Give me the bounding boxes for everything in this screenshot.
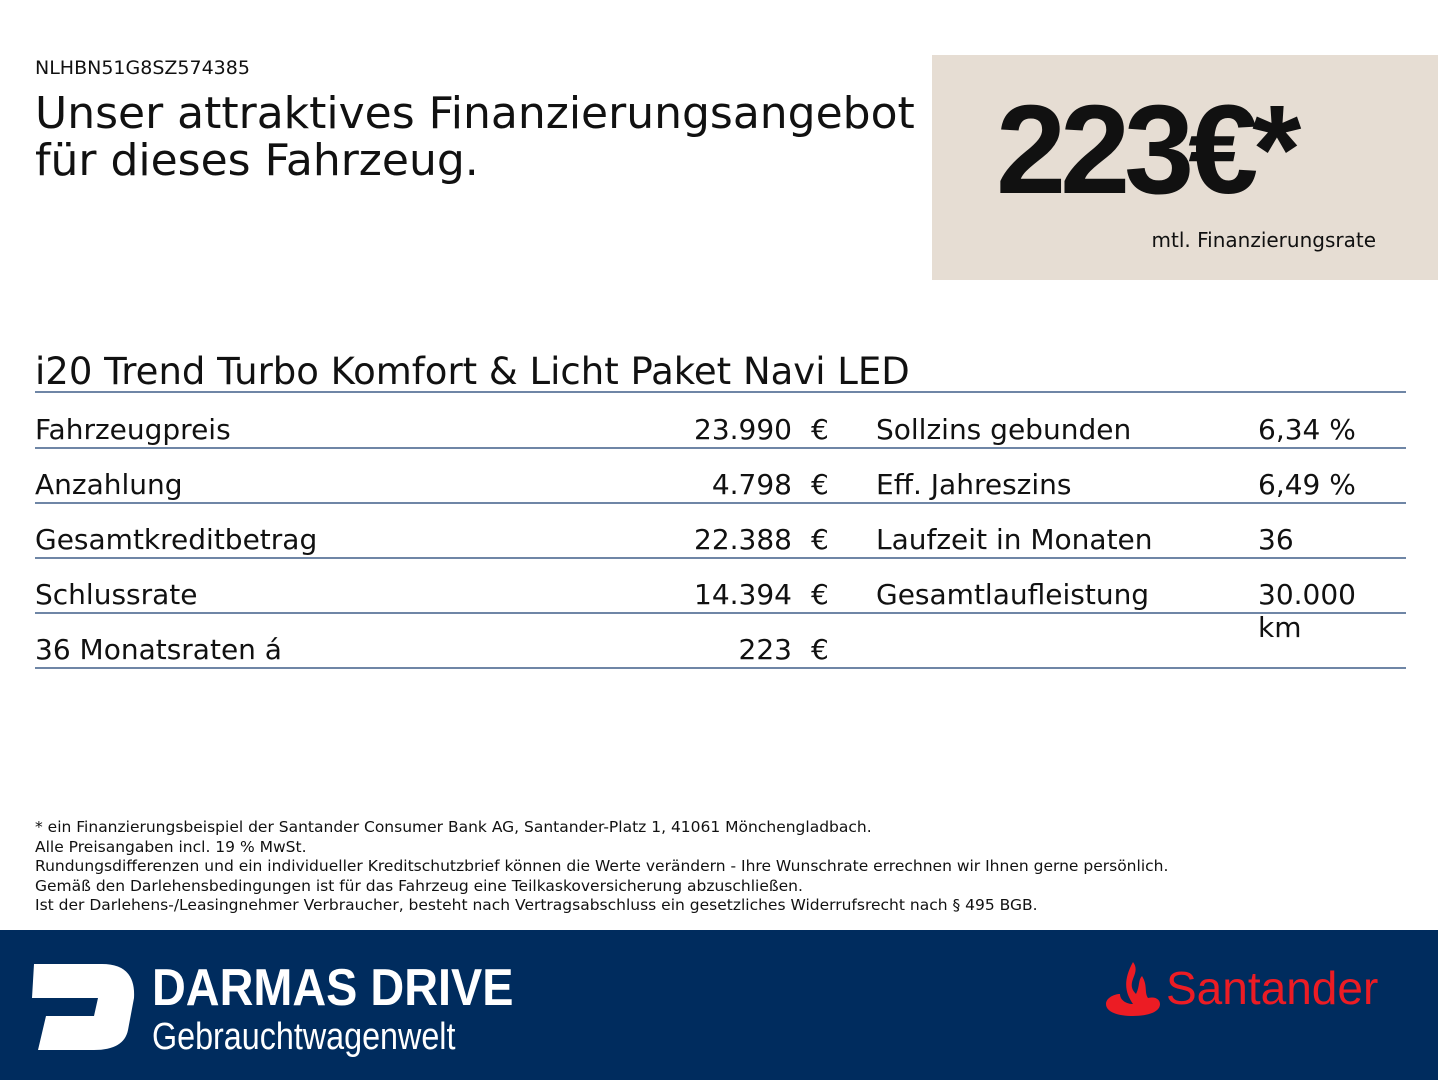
santander-flame-icon: [1106, 962, 1160, 1016]
row-label: 36 Monatsraten á: [35, 633, 282, 666]
row-value: 223: [738, 633, 792, 666]
row-value: 22.388: [694, 523, 792, 556]
footnote: Ist der Darlehens-/Leasingnehmer Verbrau…: [35, 896, 1038, 914]
row-right-label: Sollzins gebunden: [876, 413, 1132, 446]
price-box: 223€* mtl. Finanzierungsrate: [932, 55, 1438, 280]
footnote: Gemäß den Darlehensbedingungen ist für d…: [35, 876, 803, 895]
row-currency: €: [811, 633, 829, 666]
monthly-rate: 223€*: [996, 79, 1301, 220]
footer: DARMAS DRIVE Gebrauchtwagenwelt Santande…: [0, 930, 1438, 1080]
table-row: Gesamtkreditbetrag 22.388 € Laufzeit in Mon…: [35, 523, 1406, 563]
footnotes: * ein Finanzierungsbeispiel der Santande…: [35, 818, 1168, 916]
divider: [35, 502, 1406, 504]
footnote: * ein Finanzierungsbeispiel der Santande…: [35, 818, 872, 836]
row-right-value: 30.000 km: [1258, 578, 1356, 644]
divider: [35, 391, 1406, 393]
row-label: Fahrzeugpreis: [35, 413, 231, 446]
row-right-value: 6,49 %: [1258, 468, 1356, 501]
divider: [35, 667, 1406, 669]
partner-name: Santander: [1166, 962, 1379, 1014]
santander-logo: Santander: [1104, 960, 1378, 1016]
row-label: Gesamtkreditbetrag: [35, 523, 318, 556]
row-label: Schlussrate: [35, 578, 198, 611]
row-currency: €: [811, 523, 829, 556]
table-row: Fahrzeugpreis 23.990 € Sollzins gebunden 6,3…: [35, 413, 1406, 453]
row-value: 4.798: [711, 468, 792, 501]
row-currency: €: [811, 578, 829, 611]
footnote: Alle Preisangaben incl. 19 % MwSt.: [35, 837, 307, 856]
divider: [35, 447, 1406, 449]
footnote: Rundungsdifferenzen und ein individuelle…: [35, 857, 1169, 875]
row-currency: €: [811, 468, 829, 501]
table-row: Schlussrate 14.394 € Gesamtlaufleistung 30.0…: [35, 578, 1406, 644]
table-row: Anzahlung 4.798 € Eff. Jahreszins 6,49 %: [35, 468, 1406, 508]
brand-subtitle: Gebrauchtwagenwelt: [152, 1016, 456, 1058]
page-title: Unser attraktives Finanzierungsangebot f…: [35, 88, 915, 186]
brand-name: DARMAS DRIVE: [152, 959, 514, 1017]
divider: [35, 557, 1406, 559]
row-currency: €: [811, 413, 829, 446]
table-row: 36 Monatsraten á 223 €: [35, 633, 1406, 673]
row-right-value: 36: [1258, 523, 1294, 556]
row-right-label: Gesamtlaufleistung: [876, 578, 1150, 611]
darmas-d-logo-icon: [32, 964, 135, 1050]
model-name: i20 Trend Turbo Komfort & Licht Paket Na…: [35, 350, 910, 393]
divider: [35, 612, 1406, 614]
row-value: 14.394: [694, 578, 792, 611]
vin: NLHBN51G8SZ574385: [35, 57, 250, 79]
row-label: Anzahlung: [35, 468, 183, 501]
monthly-rate-label: mtl. Finanzierungsrate: [1151, 228, 1376, 252]
row-right-value: 6,34 %: [1258, 413, 1356, 446]
row-right-label: Eff. Jahreszins: [876, 468, 1072, 501]
row-value: 23.990: [694, 413, 792, 446]
row-right-label: Laufzeit in Monaten: [876, 523, 1153, 556]
